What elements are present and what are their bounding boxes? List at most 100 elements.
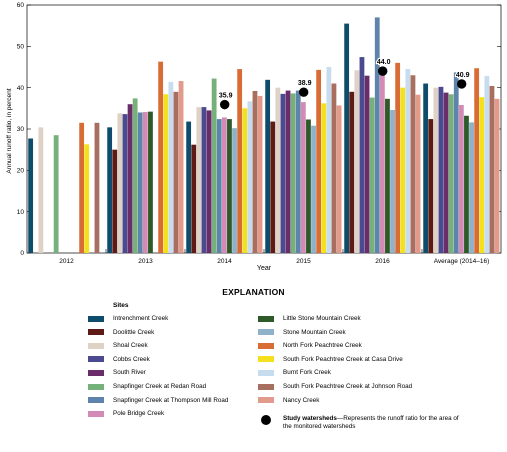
bar (247, 101, 253, 253)
bar (53, 135, 59, 253)
legend-swatch (258, 356, 274, 363)
bar (354, 70, 360, 253)
bar (211, 78, 217, 253)
bar (38, 127, 44, 253)
legend-title: EXPLANATION (222, 287, 285, 297)
legend-label: Burnt Fork Creek (283, 369, 331, 377)
x-tick-label: Average (2014–16) (434, 258, 490, 265)
bar (227, 119, 232, 253)
chart-axes: 0 10 20 30 40 50 60 2012 2013 2014 2015 2016 Average… (17, 2, 502, 265)
legend-label: Intrenchment Creek (113, 315, 169, 322)
study-watershed-markers: 35.9 38.9 44.0 40.9 (218, 58, 471, 110)
legend-item: Cobbs Creek (88, 355, 150, 364)
legend-swatch (258, 397, 274, 404)
y-axis-label: Annual runoff ratio, in percent (6, 88, 13, 173)
legend-item: Nancy Creek (258, 396, 319, 405)
bar (285, 90, 291, 253)
study-watershed-point (219, 99, 230, 110)
bar (428, 119, 434, 253)
bar (300, 102, 306, 253)
legend-swatch (258, 329, 274, 336)
bar (369, 97, 375, 253)
bar (206, 110, 212, 254)
bar (415, 94, 421, 253)
legend-label: Little Stone Mountain Creek (283, 315, 361, 322)
bar (265, 79, 271, 253)
bar (168, 81, 174, 253)
y-tick-label: 10 (17, 209, 25, 216)
bar (275, 87, 281, 253)
y-tick-label: 0 (20, 250, 24, 257)
chart-bars (28, 17, 500, 254)
legend-item: South Fork Peachtree Creek at Johnson Ro… (258, 382, 412, 391)
legend-label: Nancy Creek (283, 396, 320, 404)
bar (448, 94, 454, 253)
legend-study-text: Study watersheds—Represents the runoff r… (283, 415, 463, 431)
legend-swatch (88, 397, 104, 404)
legend-swatch (88, 383, 104, 390)
bar (443, 92, 449, 253)
bar (349, 91, 355, 253)
legend-item: Intrenchment Creek (88, 314, 168, 323)
x-tick-label: 2015 (296, 258, 311, 265)
bar (453, 72, 459, 254)
bar (390, 109, 395, 254)
bar (316, 69, 322, 253)
legend-item: South River (88, 368, 146, 377)
bar (395, 62, 401, 254)
bar (132, 98, 138, 253)
x-tick-label: 2013 (138, 258, 153, 265)
bar (359, 57, 365, 253)
bar (79, 122, 85, 253)
legend-label: Snapfinger Creek at Redan Road (113, 383, 207, 390)
bar (94, 122, 100, 253)
legend-sites-title: Sites (113, 302, 129, 309)
legend-item: Shoal Creek (88, 341, 148, 350)
study-watershed-dot-icon (261, 415, 271, 425)
bar (489, 86, 495, 253)
legend-swatch (258, 342, 274, 349)
legend-swatch (258, 369, 274, 376)
bar (458, 105, 464, 253)
legend-label: Shoal Creek (113, 342, 148, 350)
study-watershed-point (298, 87, 309, 97)
bar (142, 112, 148, 253)
study-watershed-label: 40.9 (456, 72, 470, 79)
legend-swatch (88, 315, 104, 322)
legend-swatch (88, 329, 104, 336)
legend-label: Pole Bridge Creek (113, 410, 165, 418)
legend-item: Doolittle Creek (88, 328, 154, 337)
legend-study-desc: —Represents the runoff ratio for the are… (283, 415, 459, 430)
legend-label: Stone Mountain Creek (283, 328, 346, 336)
bar (433, 87, 439, 253)
legend-label: South River (113, 369, 146, 377)
bar (326, 67, 332, 253)
bar (474, 68, 480, 254)
y-tick-label: 50 (17, 44, 25, 51)
bar (405, 69, 411, 253)
x-tick-label: 2016 (375, 258, 390, 265)
legend-label: North Fork Peachtree Creek (283, 342, 362, 350)
bar (374, 17, 380, 254)
bar (290, 93, 296, 253)
legend-label: Snapfinger Creek at Thompson Mill Road (113, 396, 229, 404)
legend-label: Doolittle Creek (113, 328, 155, 336)
bar (122, 114, 128, 254)
bar (295, 90, 301, 253)
legend-item: Little Stone Mountain Creek (258, 314, 361, 323)
legend-swatch (88, 410, 104, 417)
y-tick-label: 20 (17, 168, 25, 175)
legend-study-title: Study watersheds (283, 415, 337, 422)
legend-item: South Fork Peachtree Creek at Casa Drive (258, 355, 403, 364)
bar (306, 119, 311, 254)
legend-swatch (88, 369, 104, 376)
bar (280, 93, 286, 254)
bar (464, 115, 469, 254)
y-tick-label: 60 (17, 2, 25, 9)
bar (201, 107, 207, 253)
legend-item: Burnt Fork Creek (258, 368, 331, 377)
bar (137, 112, 143, 253)
bar (321, 103, 327, 254)
